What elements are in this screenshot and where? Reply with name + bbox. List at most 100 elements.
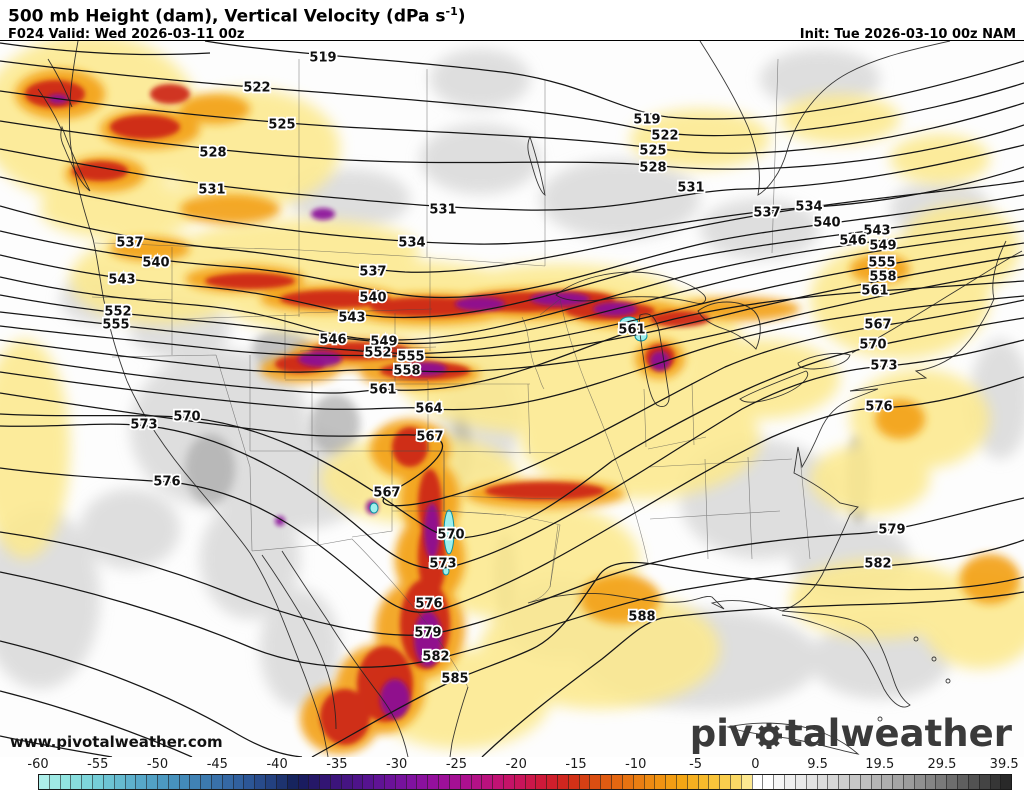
contour-label-534: 534 [398, 236, 425, 251]
colorbar-tick-0: 0 [751, 757, 760, 772]
colorbar-cell [578, 775, 590, 789]
colorbar-cell [362, 775, 374, 789]
colorbar-cell [502, 775, 514, 789]
colorbar-cell [178, 775, 190, 789]
contour-label-537: 537 [359, 265, 386, 280]
logo-text-tal: tal [785, 712, 841, 755]
colorbar-gradient [38, 774, 1012, 790]
contour-label-537: 537 [116, 236, 143, 251]
colorbar-cell [675, 775, 687, 789]
contour-label-570: 570 [859, 338, 886, 353]
colorbar-cell [827, 775, 839, 789]
colorbar-cell [924, 775, 936, 789]
map-canvas: 5195195225225255255285285315315315345345… [0, 41, 1024, 757]
contour-label-564: 564 [415, 402, 442, 417]
contour-label-543: 543 [108, 273, 135, 288]
colorbar-tick--25: -25 [445, 757, 468, 772]
colorbar-cell [719, 775, 730, 789]
contour-label-561: 561 [369, 383, 396, 398]
colorbar-cell [935, 775, 947, 789]
colorbar-cell [557, 775, 568, 789]
colorbar-cell [470, 775, 482, 789]
colorbar-cell [654, 775, 666, 789]
colorbar-cell [870, 775, 882, 789]
contour-label-543: 543 [863, 224, 890, 239]
colorbar-tick--50: -50 [146, 757, 169, 772]
colorbar-cell [762, 775, 774, 789]
colorbar-cell [70, 775, 82, 789]
colorbar-cell [513, 775, 525, 789]
colorbar-tick--60: -60 [27, 757, 49, 772]
colorbar-cell [319, 775, 330, 789]
colorbar-cell [211, 775, 222, 789]
contour-label-582: 582 [864, 557, 891, 572]
forecast-valid-label: F024 Valid: Wed 2026-03-11 00z [8, 26, 245, 42]
contour-label-528: 528 [639, 161, 666, 176]
contour-label-570: 570 [437, 528, 464, 543]
contour-label-552: 552 [364, 346, 391, 361]
colorbar-cell [92, 775, 103, 789]
watermark: www.pivotalweather.com [10, 733, 223, 751]
logo-text-piv: piv [689, 712, 754, 755]
colorbar-cell [373, 775, 384, 789]
title-superscript: -1 [445, 5, 458, 18]
contour-label-582: 582 [422, 650, 449, 665]
contour-label-540: 540 [142, 256, 169, 271]
colorbar-cell [286, 775, 298, 789]
contour-label-549: 549 [869, 239, 896, 254]
contour-label-549: 549 [370, 335, 397, 350]
colorbar-tick-19.5: 19.5 [865, 757, 895, 772]
colorbar-tick--45: -45 [206, 757, 228, 772]
contour-label-576: 576 [153, 475, 180, 490]
contour-label-576: 576 [415, 597, 442, 612]
colorbar-cell [232, 775, 244, 789]
colorbar-cell [903, 775, 914, 789]
header: 500 mb Height (dam), Vertical Velocity (… [0, 0, 1024, 42]
colorbar-cell [243, 775, 255, 789]
colorbar-cell [39, 775, 49, 789]
gear-icon [754, 721, 784, 751]
colorbar-tick--40: -40 [266, 757, 288, 772]
colorbar-cell [59, 775, 71, 789]
colorbar-tick--20: -20 [505, 757, 527, 772]
title-tail: ) [457, 6, 466, 27]
contour-label-layer: 5195195225225255255285285315315315345345… [101, 49, 908, 689]
logo-text-weather: weather [840, 712, 1012, 755]
contour-label-561: 561 [618, 323, 645, 338]
colorbar-cell [448, 775, 460, 789]
contour-label-540: 540 [813, 216, 840, 231]
contour-label-579: 579 [414, 626, 441, 641]
colorbar-cell [340, 775, 352, 789]
contour-label-573: 573 [429, 557, 456, 572]
colorbar-cell [524, 775, 536, 789]
contour-label-519: 519 [309, 51, 336, 66]
colorbar-cell [967, 775, 979, 789]
colorbar-cell [794, 775, 806, 789]
colorbar-cell [81, 775, 93, 789]
colorbar-cell [308, 775, 320, 789]
contour-label-552: 552 [104, 305, 131, 320]
contour-label-570: 570 [173, 410, 200, 425]
colorbar-cell [838, 775, 849, 789]
colorbar-cell [124, 775, 136, 789]
contour-label-531: 531 [198, 183, 225, 198]
colorbar-cell [632, 775, 644, 789]
colorbar-cell [200, 775, 211, 789]
contour-label-522: 522 [651, 129, 678, 144]
colorbar-cell [611, 775, 622, 789]
contour-label-573: 573 [870, 359, 897, 374]
colorbar: -60 -55 -50 -45 -40 -35 -30 -25 -20 -15 -10 -5 0 9.5 1… [0, 757, 1024, 791]
contour-label-546: 546 [319, 333, 346, 348]
colorbar-cell [156, 775, 168, 789]
colorbar-cell [146, 775, 157, 789]
colorbar-cell [416, 775, 428, 789]
colorbar-tick-39.5: 39.5 [989, 757, 1019, 772]
colorbar-cell [740, 775, 752, 789]
colorbar-cell [643, 775, 655, 789]
weather-map: 519 519 522 522 525 525 528 528 531 531 531 534 534 5… [0, 41, 1024, 757]
contour-label-573: 573 [130, 418, 157, 433]
colorbar-cell [546, 775, 557, 789]
colorbar-cell [805, 775, 817, 789]
contour-label-531: 531 [677, 181, 704, 196]
colorbar-cell [189, 775, 201, 789]
